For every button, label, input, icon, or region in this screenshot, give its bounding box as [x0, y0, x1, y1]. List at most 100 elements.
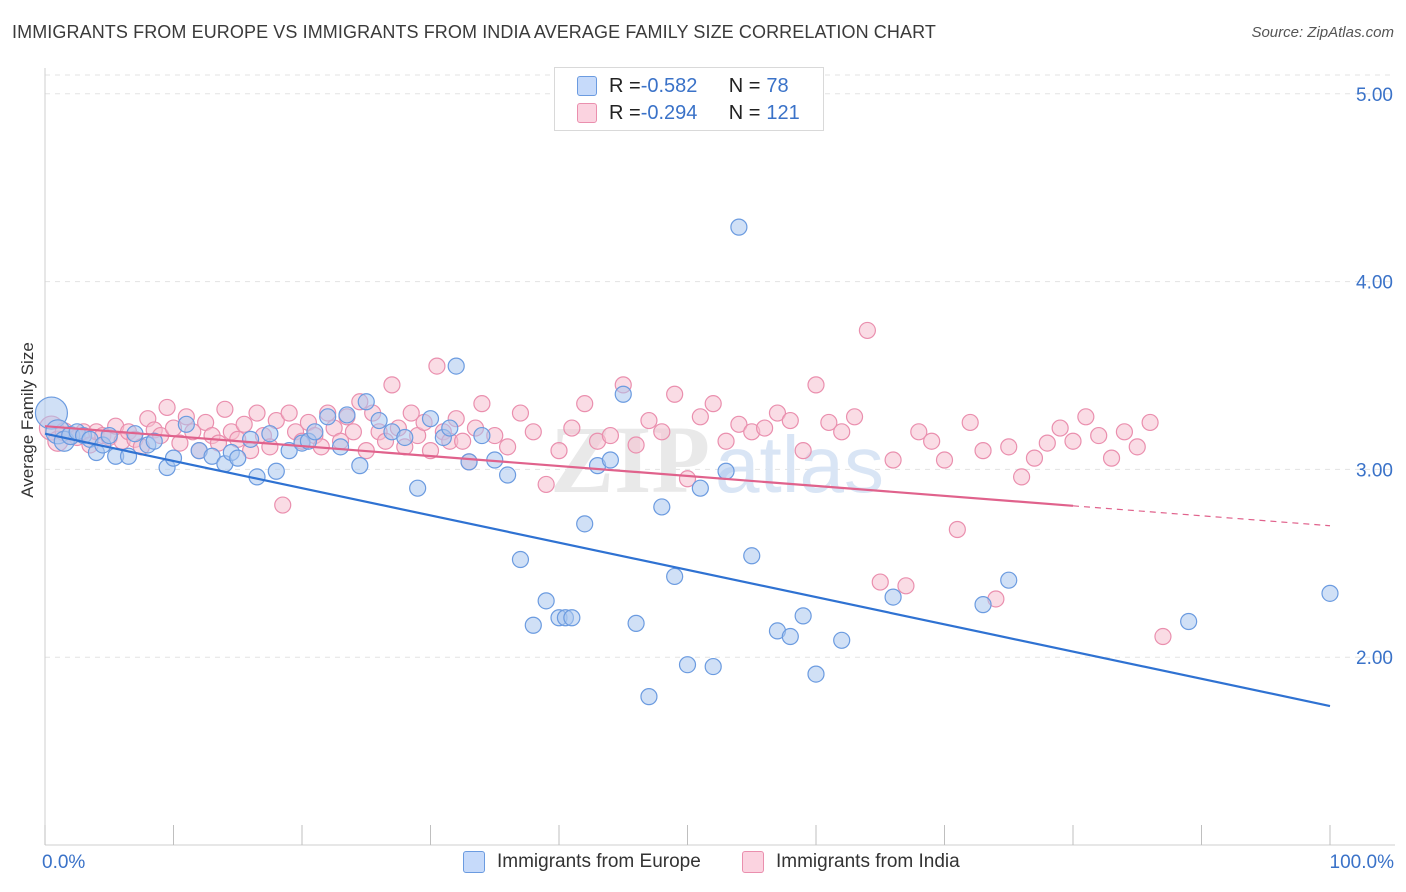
- india-point-74: [563, 419, 581, 437]
- india-trendline: [44, 425, 1074, 507]
- europe-point-26: [267, 462, 285, 480]
- europe-point-70: [794, 607, 812, 625]
- europe-point-16: [164, 449, 183, 467]
- india-point-64: [454, 432, 472, 450]
- india-point-59: [421, 442, 440, 460]
- europe-point-40: [421, 410, 440, 428]
- europe-point-66: [730, 218, 748, 236]
- india-point-67: [473, 395, 491, 413]
- india-point-81: [653, 423, 671, 441]
- europe-point-76: [1180, 612, 1198, 631]
- europe-point-36: [370, 411, 388, 430]
- india-point-86: [717, 432, 735, 450]
- europe-point-43: [447, 357, 465, 375]
- india-r-label: R =: [609, 101, 641, 124]
- india-point-119: [1141, 413, 1159, 432]
- india-point-112: [1051, 419, 1069, 437]
- europe-point-58: [627, 614, 645, 632]
- india-point-105: [961, 413, 979, 432]
- india-point-111: [1038, 434, 1056, 452]
- europe-point-57: [614, 385, 632, 403]
- europe-point-60: [653, 498, 671, 516]
- y-tick-label-1: 3.00: [1356, 460, 1393, 481]
- india-point-106: [974, 442, 992, 460]
- europe-point-56: [601, 451, 620, 469]
- europe-point-59: [640, 688, 658, 706]
- india-point-102: [923, 432, 941, 450]
- india-point-27: [216, 400, 234, 418]
- india-point-96: [845, 408, 864, 426]
- india-point-30: [235, 415, 253, 433]
- europe-point-67: [743, 547, 761, 565]
- india-point-109: [1012, 468, 1031, 486]
- watermark-atlas: atlas: [715, 420, 884, 509]
- india-point-87: [730, 415, 748, 433]
- europe-point-72: [833, 631, 851, 649]
- europe-point-32: [331, 438, 350, 456]
- india-point-47: [344, 423, 362, 441]
- europe-point-38: [396, 428, 414, 447]
- bottom-india-label: Immigrants from India: [776, 851, 960, 872]
- europe-point-44: [460, 453, 478, 471]
- x-tick-min: 0.0%: [42, 852, 86, 873]
- india-point-90: [768, 404, 787, 422]
- india-point-99: [884, 451, 902, 469]
- india-point-70: [511, 404, 530, 422]
- europe-point-63: [691, 479, 709, 497]
- europe-n-value: 78: [766, 74, 789, 97]
- y-tick-label-0: 2.00: [1356, 648, 1393, 669]
- europe-point-47: [499, 466, 517, 484]
- europe-point-64: [704, 657, 722, 676]
- source-label: Source: ZipAtlas.com: [1251, 24, 1394, 41]
- india-point-92: [794, 442, 812, 460]
- india-point-18: [158, 398, 176, 417]
- india-n-label: N =: [728, 101, 761, 124]
- europe-point-54: [576, 515, 594, 533]
- europe-point-17: [177, 415, 195, 433]
- india-point-20: [171, 434, 189, 452]
- y-axis-label: Average Family Size: [18, 342, 37, 498]
- india-point-103: [935, 451, 954, 469]
- bottom-legend-india: Immigrants from India: [742, 851, 960, 873]
- europe-r-label: R =: [609, 74, 641, 97]
- india-point-101: [910, 423, 928, 441]
- india-point-82: [666, 385, 684, 403]
- india-point-60: [428, 357, 446, 375]
- india-point-120: [1154, 627, 1172, 646]
- india-point-77: [601, 426, 620, 445]
- europe-point-27: [280, 442, 298, 460]
- india-point-94: [820, 413, 838, 432]
- correlation-legend: R = -0.582 N = 78 R = -0.294 N = 121: [554, 67, 824, 131]
- europe-point-35: [357, 393, 375, 411]
- india-point-37: [280, 404, 298, 422]
- india-point-32: [248, 404, 266, 422]
- india-point-72: [537, 475, 555, 494]
- legend-row-india: R = -0.294 N = 121: [577, 101, 800, 125]
- europe-point-14: [145, 432, 163, 450]
- india-point-98: [871, 573, 889, 591]
- europe-point-50: [537, 592, 555, 610]
- india-point-116: [1102, 449, 1121, 467]
- india-point-93: [807, 376, 825, 394]
- europe-point-73: [884, 588, 902, 606]
- india-point-84: [691, 408, 709, 426]
- europe-point-23: [242, 430, 260, 448]
- india-point-91: [781, 411, 799, 430]
- europe-n-label: N =: [728, 74, 761, 97]
- india-point-73: [550, 442, 568, 460]
- bottom-europe-swatch: [463, 851, 485, 873]
- india-point-118: [1128, 438, 1146, 456]
- trendlines: [44, 425, 1331, 708]
- europe-point-61: [666, 567, 684, 586]
- india-point-89: [755, 419, 774, 437]
- europe-point-48: [511, 550, 530, 569]
- india-point-100: [897, 577, 915, 595]
- india-point-115: [1090, 426, 1108, 445]
- europe-point-71: [807, 665, 825, 683]
- india-point-71: [524, 423, 542, 441]
- europe-point-45: [473, 426, 491, 445]
- europe-point-34: [351, 457, 369, 475]
- europe-trendline: [44, 432, 1331, 708]
- india-point-108: [1000, 438, 1018, 456]
- bottom-india-swatch: [742, 851, 764, 873]
